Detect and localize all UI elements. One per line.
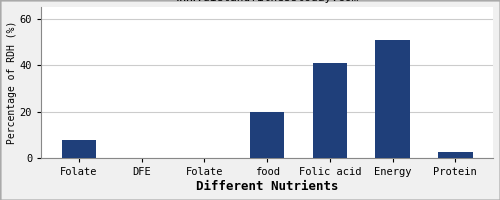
Bar xyxy=(376,40,410,158)
Y-axis label: Percentage of RDH (%): Percentage of RDH (%) xyxy=(7,21,17,144)
Text: www.dietandfitnesstoday.com: www.dietandfitnesstoday.com xyxy=(176,0,358,3)
Bar xyxy=(312,63,347,158)
Bar xyxy=(250,112,284,158)
X-axis label: Different Nutrients: Different Nutrients xyxy=(196,180,338,193)
Bar xyxy=(62,140,96,158)
Bar xyxy=(438,152,472,158)
